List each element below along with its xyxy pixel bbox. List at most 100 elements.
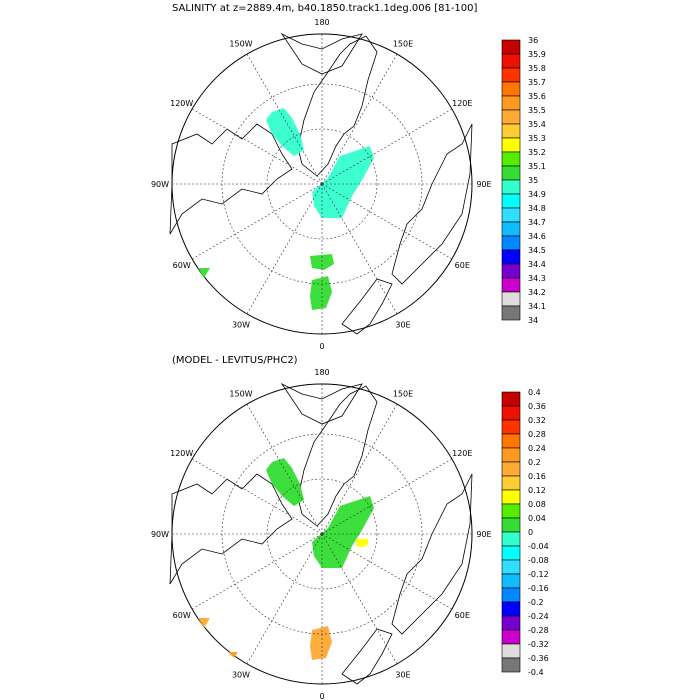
top-meridian-5 bbox=[321, 183, 398, 315]
top-coastline-2 bbox=[391, 123, 473, 285]
top-colorbar-swatch bbox=[501, 95, 521, 111]
bottom-lon-label-60W: 60W bbox=[173, 611, 191, 620]
top-lon-label-180: 180 bbox=[314, 18, 329, 27]
bottom-colorbar-swatch bbox=[501, 559, 521, 575]
bottom-lon-label-90E: 90E bbox=[476, 530, 491, 539]
bottom-colorbar-label: -0.32 bbox=[528, 640, 549, 649]
bottom-lon-label-30W: 30W bbox=[232, 670, 250, 679]
top-map-title: SALINITY at z=2889.4m, b40.1850.track1.1… bbox=[172, 3, 478, 14]
top-colorbar-label: 35 bbox=[528, 176, 538, 185]
bottom-meridian-10 bbox=[191, 458, 323, 535]
top-colorbar-swatch bbox=[501, 277, 521, 293]
top-colorbar-label: 35.9 bbox=[528, 50, 546, 59]
salinity-patch-eurasian-basin bbox=[312, 146, 374, 218]
top-lon-label-90E: 90E bbox=[476, 180, 491, 189]
top-colorbar-swatch bbox=[501, 207, 521, 223]
bottom-colorbar-swatch bbox=[501, 587, 521, 603]
top-coastline-4 bbox=[341, 278, 393, 335]
bottom-lon-label-60E: 60E bbox=[455, 611, 470, 620]
top-latitude-circle-1 bbox=[266, 128, 378, 240]
top-lon-label-120E: 120E bbox=[452, 99, 472, 108]
top-colorbar-swatch bbox=[501, 39, 521, 55]
top-colorbar-swatch bbox=[501, 305, 521, 321]
bottom-meridian-1 bbox=[321, 403, 398, 535]
diff-patch-canada-basin bbox=[266, 458, 304, 506]
bottom-colorbar-swatch bbox=[501, 405, 521, 421]
bottom-polar-map: 180 150E 120E 90E 60E 30E 0 30W 60W 90W 120W 150W bbox=[151, 368, 492, 700]
top-colorbar-label: 35.1 bbox=[528, 162, 546, 171]
bottom-lon-label-150E: 150E bbox=[393, 390, 413, 399]
bottom-colorbar-swatch bbox=[501, 573, 521, 589]
top-lon-label-30W: 30W bbox=[232, 320, 250, 329]
bottom-colorbar: 0.4 0.36 0.32 0.28 0.24 0.2 0.16 0.12 0.08 0.04 0 -… bbox=[501, 388, 549, 677]
top-meridian-1 bbox=[321, 53, 398, 185]
top-colorbar-label: 36 bbox=[528, 36, 538, 45]
top-colorbar-label: 34.2 bbox=[528, 288, 546, 297]
top-lon-label-120W: 120W bbox=[170, 99, 193, 108]
bottom-colorbar-swatch bbox=[501, 433, 521, 449]
top-colorbar-swatch bbox=[501, 151, 521, 167]
diff-patch-labrador bbox=[228, 652, 238, 658]
bottom-lon-label-150W: 150W bbox=[229, 390, 252, 399]
top-colorbar-swatch bbox=[501, 109, 521, 125]
bottom-lon-label-90W: 90W bbox=[151, 530, 169, 539]
bottom-colorbar-label: -0.28 bbox=[528, 626, 549, 635]
top-colorbar-label: 34.3 bbox=[528, 274, 546, 283]
bottom-colorbar-swatch bbox=[501, 545, 521, 561]
bottom-colorbar-label: 0.24 bbox=[528, 444, 546, 453]
bottom-coastline-2 bbox=[391, 473, 473, 635]
top-colorbar-swatch bbox=[501, 53, 521, 69]
salinity-patch-labrador bbox=[198, 268, 210, 278]
bottom-colorbar-swatch bbox=[501, 643, 521, 659]
bottom-colorbar-label: 0.08 bbox=[528, 500, 546, 509]
top-colorbar-label: 34.1 bbox=[528, 302, 546, 311]
top-meridian-8 bbox=[191, 183, 323, 260]
top-meridian-4 bbox=[321, 183, 453, 260]
diff-patch-barents bbox=[310, 626, 332, 660]
bottom-lon-label-120W: 120W bbox=[170, 449, 193, 458]
top-polar-map: 180 150E 120E 90E 60E 30E 0 30W 60W 90W 120W 150W bbox=[151, 18, 492, 351]
top-lon-label-60W: 60W bbox=[173, 261, 191, 270]
top-coastline-1 bbox=[169, 123, 293, 235]
top-meridian-10 bbox=[191, 108, 323, 185]
top-colorbar-label: 34.4 bbox=[528, 260, 546, 269]
bottom-meridian-11 bbox=[246, 403, 323, 535]
bottom-coastline-3 bbox=[280, 382, 363, 425]
top-lon-label-30E: 30E bbox=[395, 320, 410, 329]
bottom-meridian-5 bbox=[321, 533, 398, 665]
top-colorbar-swatch bbox=[501, 137, 521, 153]
bottom-lon-label-0: 0 bbox=[319, 692, 324, 700]
bottom-coastline-0 bbox=[297, 385, 378, 527]
bottom-colorbar-label: 0.2 bbox=[528, 458, 541, 467]
top-colorbar: 36 35.9 35.8 35.7 35.6 35.5 35.4 35.3 35.2 35.1 35… bbox=[501, 36, 546, 325]
top-colorbar-label: 34 bbox=[528, 316, 538, 325]
top-colorbar-label: 34.8 bbox=[528, 204, 546, 213]
diff-patch-norwegian-sea bbox=[198, 618, 210, 628]
top-coastline-0 bbox=[297, 35, 378, 177]
bottom-meridian-4 bbox=[321, 533, 453, 610]
bottom-colorbar-swatch bbox=[501, 517, 521, 533]
top-colorbar-swatch bbox=[501, 81, 521, 97]
top-colorbar-swatch bbox=[501, 67, 521, 83]
bottom-coastlines bbox=[169, 382, 473, 685]
salinity-patch-canada-basin bbox=[266, 108, 304, 156]
top-colorbar-swatch bbox=[501, 179, 521, 195]
top-colorbar-label: 34.5 bbox=[528, 246, 546, 255]
top-meridian-2 bbox=[321, 108, 453, 185]
bottom-colorbar-label: 0.28 bbox=[528, 430, 546, 439]
top-coastlines bbox=[169, 32, 473, 335]
top-lon-label-150E: 150E bbox=[393, 40, 413, 49]
bottom-colorbar-label: 0.16 bbox=[528, 472, 546, 481]
top-colorbar-label: 35.3 bbox=[528, 134, 546, 143]
bottom-colorbar-swatch bbox=[501, 503, 521, 519]
bottom-colorbar-swatch bbox=[501, 419, 521, 435]
bottom-meridian-7 bbox=[246, 533, 323, 665]
top-colorbar-swatch bbox=[501, 221, 521, 237]
top-colorbar-swatch bbox=[501, 263, 521, 279]
bottom-map-title: (MODEL - LEVITUS/PHC2) bbox=[172, 355, 298, 366]
top-colorbar-label: 35.6 bbox=[528, 92, 546, 101]
bottom-colorbar-label: -0.08 bbox=[528, 556, 549, 565]
bottom-colorbar-swatch bbox=[501, 615, 521, 631]
diff-patch-eurasian-basin bbox=[312, 496, 374, 568]
bottom-colorbar-label: -0.36 bbox=[528, 654, 549, 663]
